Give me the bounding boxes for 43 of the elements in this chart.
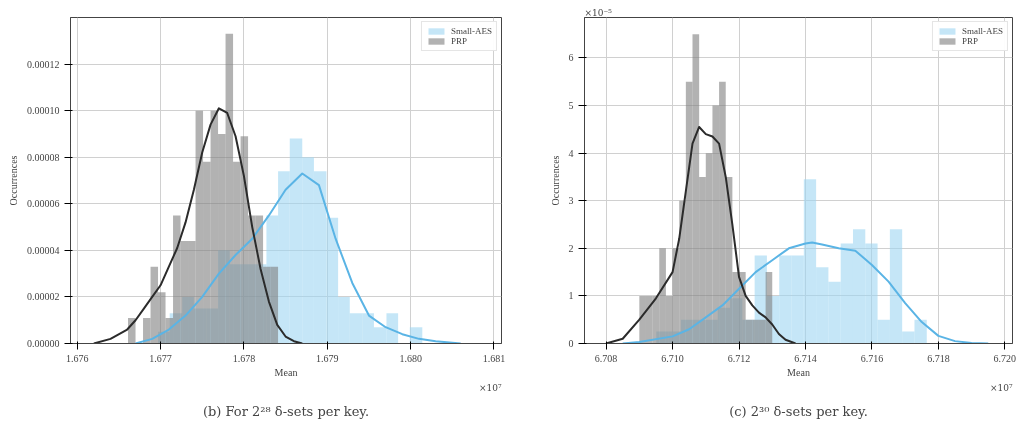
y-tick-label: 2	[568, 242, 574, 254]
y-tick-label: 0.00012	[27, 58, 60, 70]
x-tick-label: 1.680	[399, 352, 422, 364]
text: (b) For 2²⁸ δ-sets per key.	[202, 403, 370, 419]
line-series	[605, 125, 797, 344]
x-tick-label: 1.681	[482, 352, 506, 364]
text: ×10⁷	[478, 382, 502, 393]
text: (c) 2³⁰ δ-sets per key.	[729, 403, 868, 419]
legend-label: PRP	[450, 36, 468, 46]
x-tick-label: 1.678	[232, 352, 256, 364]
x-tick-label: 6.718	[927, 352, 950, 364]
y-tick-label: 5	[568, 100, 574, 112]
y-tick-label: 0.00000	[27, 338, 60, 349]
x-tick-label: 1.677	[149, 352, 172, 364]
y-tick-label: 1	[568, 290, 574, 302]
y-tick-label: 3	[568, 195, 574, 207]
y-tick-label: 0.00010	[27, 105, 60, 117]
legend-label: PRP	[961, 36, 979, 46]
x-tick-label: 6.720	[993, 352, 1017, 364]
y-axis-title: Occurrences	[549, 155, 561, 206]
y-tick-label: 0.00004	[27, 244, 60, 256]
x-tick-label: 6.716	[860, 352, 884, 364]
x-tick-label: 6.712	[727, 352, 751, 364]
x-tick-label: 1.679	[316, 352, 339, 364]
y-axis-title: Occurrences	[8, 155, 19, 206]
text: ×10⁷	[989, 382, 1013, 393]
legend-label: Small-AES	[961, 26, 1003, 36]
x-tick-label: 6.708	[594, 352, 618, 364]
y-tick-label: 0.00002	[27, 291, 60, 303]
x-axis-title: Mean	[787, 366, 810, 378]
line-series	[621, 241, 990, 344]
legend-label: Small-AES	[450, 26, 492, 36]
x-tick-label: 6.714	[794, 352, 817, 364]
y-tick-label: 0	[568, 338, 574, 349]
y-tick-label: 0.00006	[27, 198, 60, 210]
line-series	[92, 107, 304, 344]
y-tick-label: 6	[568, 52, 574, 64]
x-axis-title: Mean	[274, 366, 298, 378]
x-tick-label: 6.710	[661, 352, 684, 364]
y-tick-label: 4	[568, 147, 574, 159]
y-tick-label: 0.00008	[27, 151, 60, 163]
annotation: ×10⁻⁵	[584, 7, 613, 18]
x-tick-label: 1.676	[65, 352, 89, 364]
